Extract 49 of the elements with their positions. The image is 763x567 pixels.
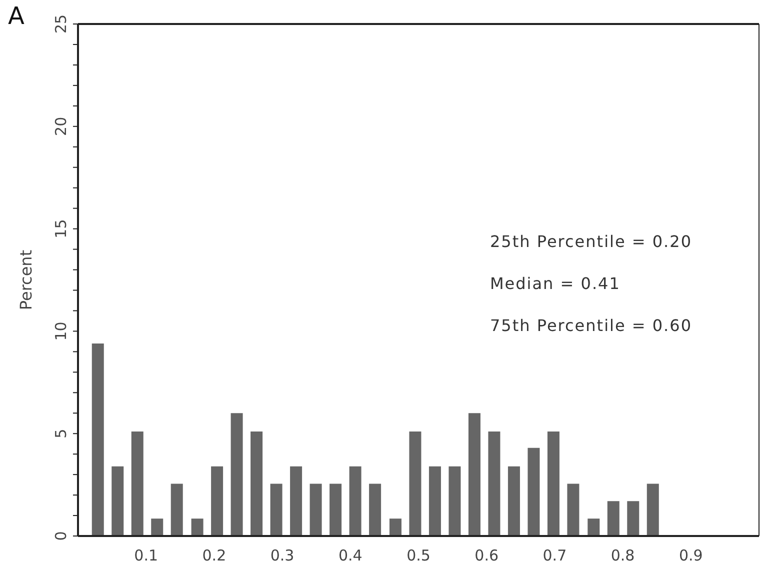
- y-tick-label: 5: [52, 428, 70, 438]
- y-tick-label: 10: [52, 322, 70, 341]
- annotation: 75th Percentile = 0.60: [490, 316, 692, 335]
- bar: [588, 518, 600, 536]
- bar: [250, 432, 263, 536]
- annotation: Median = 0.41: [490, 274, 620, 293]
- bar: [290, 466, 302, 536]
- y-tick-label: 20: [52, 116, 70, 136]
- annotation: 25th Percentile = 0.20: [490, 232, 692, 251]
- bar: [409, 432, 422, 536]
- x-tick-label: 0.4: [338, 546, 362, 565]
- bar: [349, 466, 362, 536]
- x-tick-label: 0.8: [610, 546, 635, 565]
- bar: [230, 413, 243, 536]
- bar: [131, 432, 144, 536]
- bar: [627, 501, 640, 536]
- bar: [428, 466, 441, 536]
- x-tick-label: 0.6: [474, 546, 499, 565]
- bar: [369, 484, 382, 536]
- y-axis-title: Percent: [16, 250, 36, 310]
- bar: [448, 466, 461, 536]
- bar: [310, 484, 322, 536]
- x-tick-label: 0.3: [270, 546, 294, 565]
- bar: [112, 466, 124, 536]
- bar: [528, 448, 540, 536]
- x-tick-label: 0.9: [678, 546, 703, 565]
- y-tick-label: 0: [52, 531, 70, 541]
- x-tick-label: 0.5: [406, 546, 430, 565]
- y-tick-label: 25: [52, 14, 70, 34]
- chart-title: A: [8, 2, 24, 30]
- bar: [389, 518, 402, 536]
- bar: [488, 432, 500, 536]
- bar: [211, 466, 224, 536]
- bar: [567, 484, 580, 536]
- bar: [170, 484, 183, 536]
- bar: [607, 501, 620, 536]
- bar: [270, 484, 282, 536]
- bar: [508, 466, 520, 536]
- bar: [191, 518, 204, 536]
- bar: [468, 413, 480, 536]
- bar: [151, 518, 164, 536]
- y-tick-label: 15: [52, 219, 70, 238]
- bar: [646, 484, 659, 536]
- bar: [547, 432, 560, 536]
- bar: [330, 484, 342, 536]
- x-tick-label: 0.7: [542, 546, 567, 565]
- x-tick-label: 0.2: [202, 546, 226, 565]
- x-tick-label: 0.1: [134, 546, 158, 565]
- bar: [92, 343, 104, 536]
